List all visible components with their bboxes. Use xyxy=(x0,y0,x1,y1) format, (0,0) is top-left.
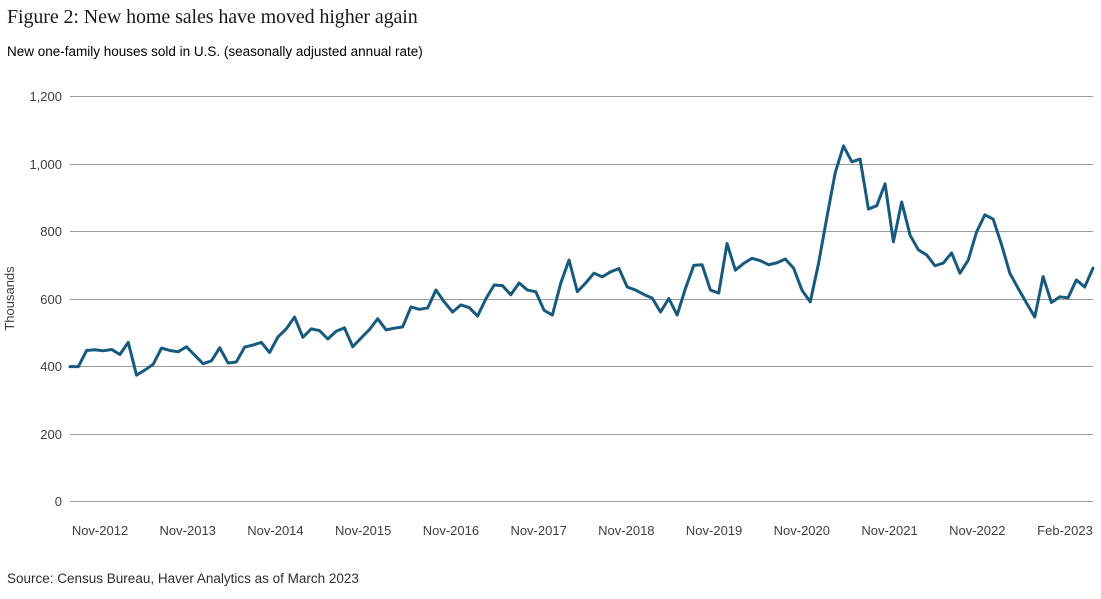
x-tick-label: Nov-2019 xyxy=(686,523,742,538)
x-tick-label: Nov-2017 xyxy=(510,523,566,538)
source-note: Source: Census Bureau, Haver Analytics a… xyxy=(7,571,359,586)
x-tick-label: Nov-2018 xyxy=(598,523,654,538)
chart-subtitle: New one-family houses sold in U.S. (seas… xyxy=(7,44,423,59)
y-tick-label: 1,200 xyxy=(29,89,62,104)
y-tick-label: 1,000 xyxy=(29,157,62,172)
x-tick-label: Nov-2013 xyxy=(160,523,216,538)
y-axis-title: Thousands xyxy=(2,266,17,331)
x-tick-label: Nov-2022 xyxy=(949,523,1005,538)
y-tick-label: 800 xyxy=(40,224,62,239)
x-tick-label: Nov-2016 xyxy=(423,523,479,538)
y-tick-label: 600 xyxy=(40,292,62,307)
x-tick-label: Nov-2015 xyxy=(335,523,391,538)
x-tick-label: Nov-2014 xyxy=(247,523,303,538)
x-tick-label: Feb-2023 xyxy=(1037,523,1093,538)
figure-title: Figure 2: New home sales have moved high… xyxy=(7,6,418,28)
y-tick-label: 400 xyxy=(40,359,62,374)
x-tick-label: Nov-2020 xyxy=(774,523,830,538)
y-tick-label: 200 xyxy=(40,427,62,442)
y-tick-label: 0 xyxy=(55,494,62,509)
x-tick-label: Nov-2021 xyxy=(861,523,917,538)
x-tick-label: Nov-2012 xyxy=(72,523,128,538)
sales-data-line xyxy=(68,144,1095,377)
